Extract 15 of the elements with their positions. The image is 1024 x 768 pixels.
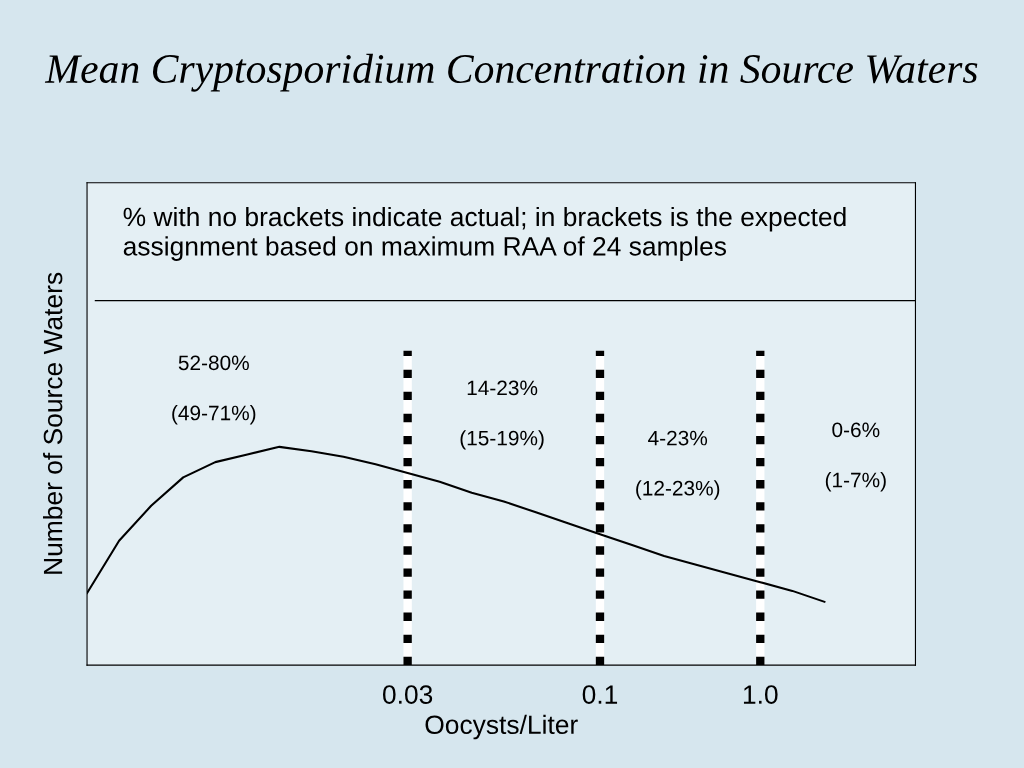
x-tick-label: 1.0 (743, 685, 778, 704)
text: 52-80% (178, 355, 249, 371)
x-tick-label: 0.03 (382, 685, 433, 704)
x-axis-title: Oocysts/Liter (425, 714, 578, 740)
text: 14-23% (467, 380, 538, 396)
text: 0-6% (832, 422, 880, 438)
annotation: (15-19%) (460, 430, 544, 450)
text: 4-23% (648, 430, 708, 446)
y-axis-title: Number of Source Waters (43, 272, 63, 574)
annotation: (12-23%) (636, 480, 720, 500)
text: % with no brackets indicate actual; in brackets is the expected assignment based on maximum RAA of 24 samples (123, 206, 846, 261)
annotation: (1-7%) (825, 472, 886, 492)
x-tick-label: 0.1 (582, 685, 618, 704)
text: (49-71%) (172, 405, 256, 425)
chart-title: Mean Cryptosporidium Concentration in Source Waters (44, 53, 978, 92)
